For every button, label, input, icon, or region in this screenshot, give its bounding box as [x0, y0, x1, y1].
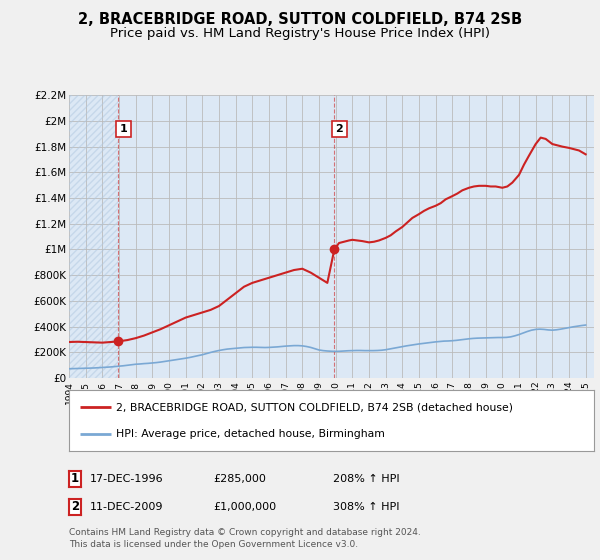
Text: 17-DEC-1996: 17-DEC-1996 — [90, 474, 163, 484]
Text: £285,000: £285,000 — [213, 474, 266, 484]
Text: 1: 1 — [71, 472, 79, 486]
Text: 11-DEC-2009: 11-DEC-2009 — [90, 502, 163, 512]
Text: 1: 1 — [119, 124, 127, 134]
Text: Contains HM Land Registry data © Crown copyright and database right 2024.
This d: Contains HM Land Registry data © Crown c… — [69, 528, 421, 549]
Text: HPI: Average price, detached house, Birmingham: HPI: Average price, detached house, Birm… — [116, 429, 385, 439]
Text: Price paid vs. HM Land Registry's House Price Index (HPI): Price paid vs. HM Land Registry's House … — [110, 27, 490, 40]
Text: 2: 2 — [71, 500, 79, 514]
Text: 2: 2 — [335, 124, 343, 134]
Text: 2, BRACEBRIDGE ROAD, SUTTON COLDFIELD, B74 2SB (detached house): 2, BRACEBRIDGE ROAD, SUTTON COLDFIELD, B… — [116, 402, 513, 412]
Text: 308% ↑ HPI: 308% ↑ HPI — [333, 502, 400, 512]
Text: 208% ↑ HPI: 208% ↑ HPI — [333, 474, 400, 484]
Text: 2, BRACEBRIDGE ROAD, SUTTON COLDFIELD, B74 2SB: 2, BRACEBRIDGE ROAD, SUTTON COLDFIELD, B… — [78, 12, 522, 27]
Text: £1,000,000: £1,000,000 — [213, 502, 276, 512]
